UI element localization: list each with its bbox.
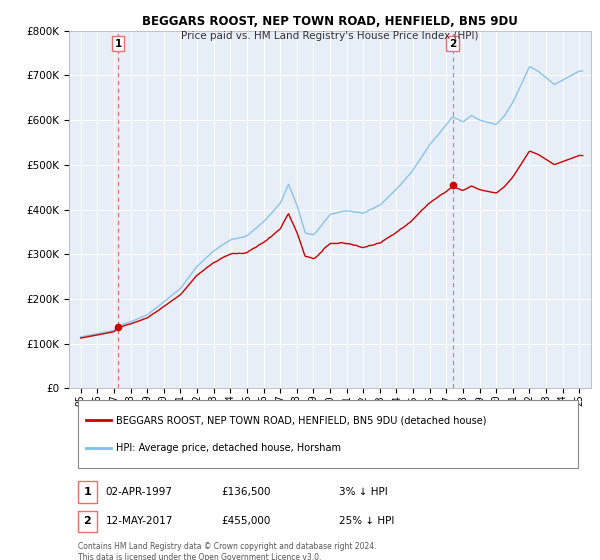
Text: BEGGARS ROOST, NEP TOWN ROAD, HENFIELD, BN5 9DU (detached house): BEGGARS ROOST, NEP TOWN ROAD, HENFIELD, … (116, 415, 487, 425)
Text: 1: 1 (83, 487, 91, 497)
Text: 02-APR-1997: 02-APR-1997 (106, 487, 173, 497)
Bar (78, 511, 97, 533)
Text: 1: 1 (115, 39, 122, 49)
Text: BEGGARS ROOST, NEP TOWN ROAD, HENFIELD, BN5 9DU: BEGGARS ROOST, NEP TOWN ROAD, HENFIELD, … (142, 15, 518, 27)
Text: £455,000: £455,000 (221, 516, 271, 526)
Text: 2: 2 (83, 516, 91, 526)
Text: Price paid vs. HM Land Registry's House Price Index (HPI): Price paid vs. HM Land Registry's House … (181, 31, 479, 41)
Text: 3% ↓ HPI: 3% ↓ HPI (339, 487, 388, 497)
Text: 12-MAY-2017: 12-MAY-2017 (106, 516, 173, 526)
Bar (78, 480, 97, 502)
Text: £136,500: £136,500 (221, 487, 271, 497)
Text: HPI: Average price, detached house, Horsham: HPI: Average price, detached house, Hors… (116, 443, 341, 453)
Text: 2: 2 (449, 39, 456, 49)
Bar (78, 400, 578, 468)
Text: 25% ↓ HPI: 25% ↓ HPI (339, 516, 394, 526)
Text: Contains HM Land Registry data © Crown copyright and database right 2024.
This d: Contains HM Land Registry data © Crown c… (78, 542, 376, 560)
